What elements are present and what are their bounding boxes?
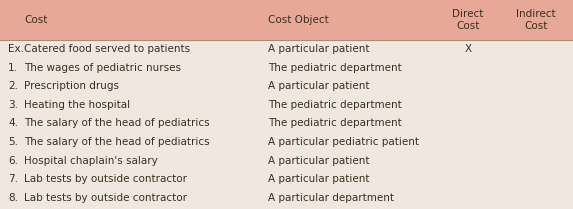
Text: The pediatric department: The pediatric department	[268, 119, 402, 129]
Text: A particular patient: A particular patient	[268, 156, 370, 166]
Text: Cost Object: Cost Object	[268, 15, 329, 25]
Text: A particular patient: A particular patient	[268, 44, 370, 54]
Text: A particular department: A particular department	[268, 193, 394, 203]
Text: Direct
Cost: Direct Cost	[452, 9, 484, 31]
Text: The pediatric department: The pediatric department	[268, 100, 402, 110]
Text: Lab tests by outside contractor: Lab tests by outside contractor	[24, 193, 187, 203]
Text: Indirect
Cost: Indirect Cost	[516, 9, 556, 31]
Text: The pediatric department: The pediatric department	[268, 63, 402, 73]
Text: 5.: 5.	[8, 137, 18, 147]
Text: 3.: 3.	[8, 100, 18, 110]
Text: X: X	[465, 44, 472, 54]
Text: A particular patient: A particular patient	[268, 174, 370, 184]
Text: Catered food served to patients: Catered food served to patients	[24, 44, 190, 54]
Text: Cost: Cost	[24, 15, 48, 25]
Bar	[0, 0, 573, 40]
Text: The wages of pediatric nurses: The wages of pediatric nurses	[24, 63, 181, 73]
Text: Heating the hospital: Heating the hospital	[24, 100, 130, 110]
Text: Prescription drugs: Prescription drugs	[24, 81, 119, 91]
Text: 7.: 7.	[8, 174, 18, 184]
Text: The salary of the head of pediatrics: The salary of the head of pediatrics	[24, 137, 210, 147]
Text: 4.: 4.	[8, 119, 18, 129]
Text: Ex.: Ex.	[8, 44, 24, 54]
Text: Hospital chaplain's salary: Hospital chaplain's salary	[24, 156, 158, 166]
Text: 8.: 8.	[8, 193, 18, 203]
Text: 6.: 6.	[8, 156, 18, 166]
Text: 2.: 2.	[8, 81, 18, 91]
Text: Lab tests by outside contractor: Lab tests by outside contractor	[24, 174, 187, 184]
Text: The salary of the head of pediatrics: The salary of the head of pediatrics	[24, 119, 210, 129]
Text: 1.: 1.	[8, 63, 18, 73]
Text: A particular patient: A particular patient	[268, 81, 370, 91]
Text: A particular pediatric patient: A particular pediatric patient	[268, 137, 419, 147]
